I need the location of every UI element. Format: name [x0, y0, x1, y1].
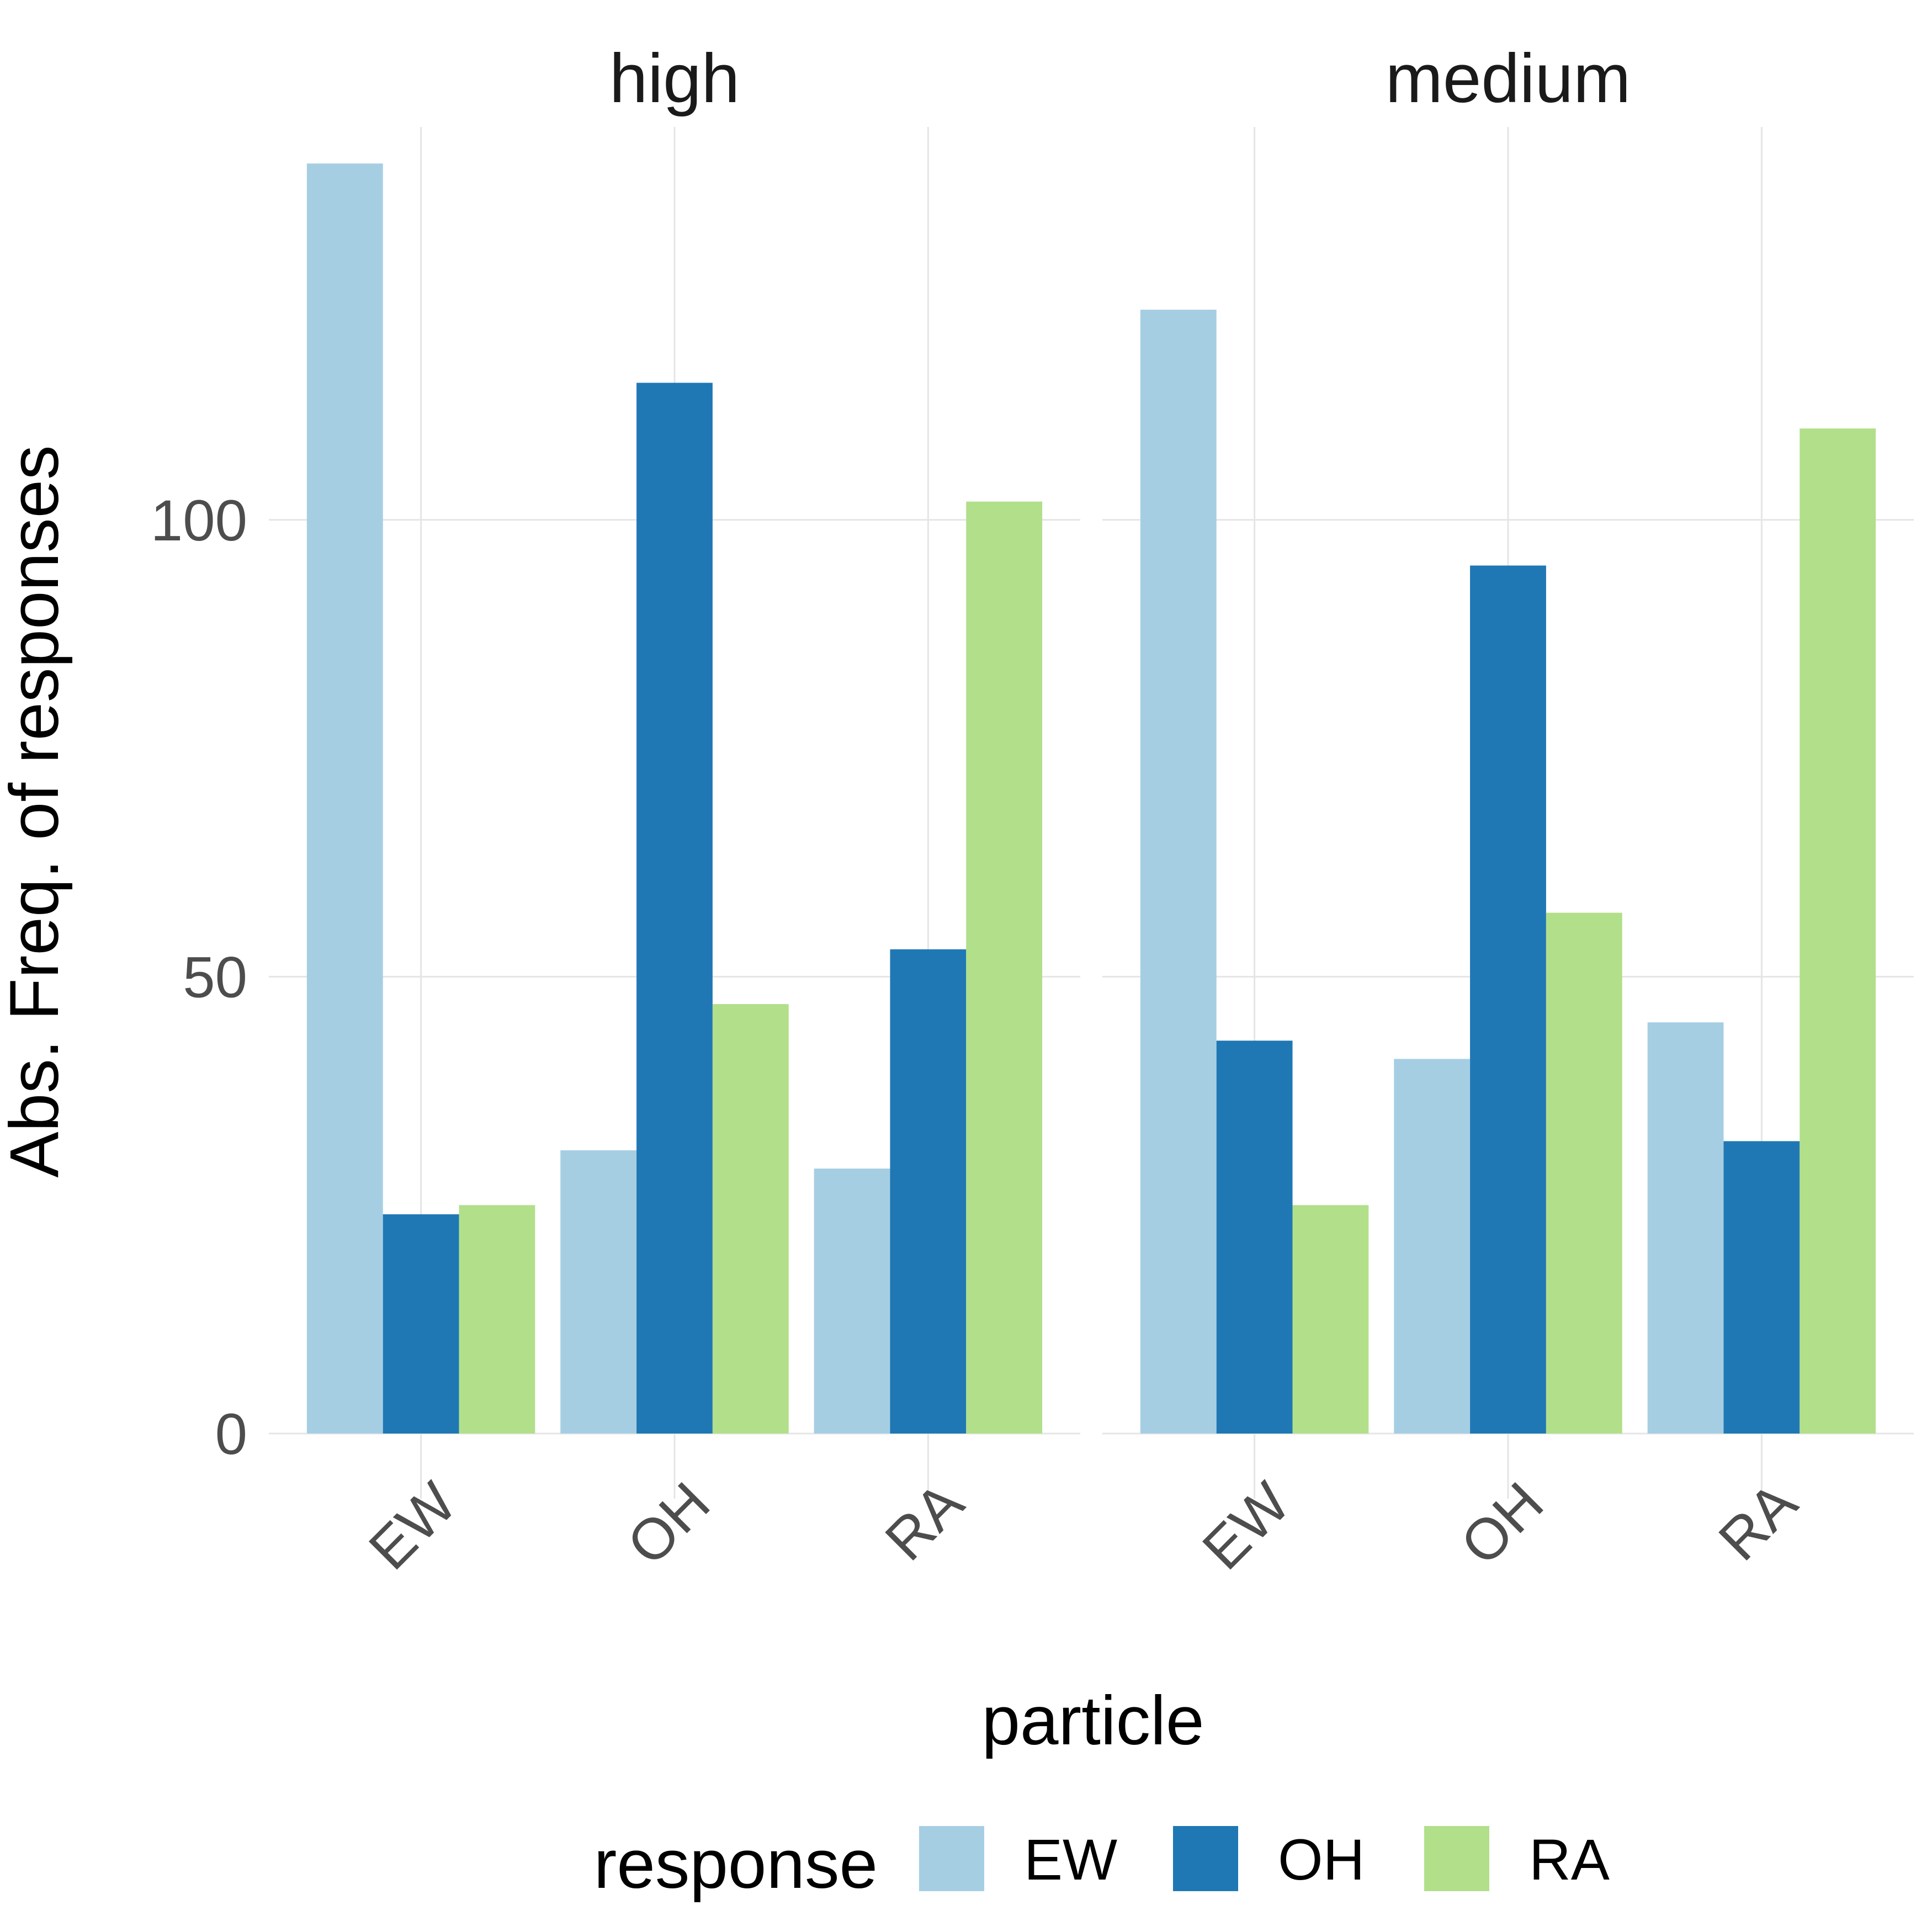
bars	[306, 163, 1876, 1434]
x-tick-label: OH	[615, 1471, 722, 1578]
x-tick-label: RA	[1707, 1471, 1809, 1573]
legend-label: OH	[1278, 1828, 1365, 1892]
bar	[1723, 1141, 1800, 1434]
legend-label: RA	[1529, 1828, 1610, 1892]
bar	[1470, 565, 1546, 1434]
y-axis-title: Abs. Freq. of responses	[0, 445, 73, 1177]
bar	[1216, 1041, 1293, 1434]
bar	[560, 1150, 637, 1434]
bar	[306, 163, 383, 1434]
bar	[1546, 912, 1622, 1434]
bar	[636, 383, 713, 1434]
legend-key	[1173, 1826, 1238, 1891]
bar	[459, 1205, 535, 1434]
bar	[966, 501, 1043, 1434]
bar	[383, 1214, 459, 1434]
facet-title: high	[609, 40, 740, 117]
facet-title: medium	[1386, 40, 1631, 117]
y-tick-label: 100	[151, 489, 247, 553]
labels: high EW OH RA medium EW OH RA 0 50 100	[151, 40, 1809, 1582]
legend-key	[919, 1826, 984, 1891]
bar	[890, 949, 967, 1434]
bar	[1647, 1022, 1724, 1434]
x-axis-title: particle	[982, 1682, 1204, 1759]
bar	[1800, 428, 1876, 1434]
legend-key	[1424, 1826, 1489, 1891]
legend: response EW OH RA	[594, 1826, 1610, 1903]
bar	[1140, 310, 1217, 1434]
y-tick-label: 50	[183, 945, 247, 1010]
bar	[1394, 1059, 1471, 1434]
bar	[814, 1168, 890, 1434]
legend-label: EW	[1024, 1828, 1117, 1892]
y-tick-label: 0	[215, 1402, 247, 1467]
x-tick-label: RA	[873, 1471, 976, 1573]
legend-title: response	[594, 1826, 878, 1903]
bar	[712, 1004, 789, 1434]
x-tick-label: EW	[1191, 1471, 1302, 1582]
x-tick-label: EW	[357, 1471, 469, 1582]
x-tick-label: OH	[1448, 1471, 1556, 1578]
bar	[1292, 1205, 1369, 1434]
